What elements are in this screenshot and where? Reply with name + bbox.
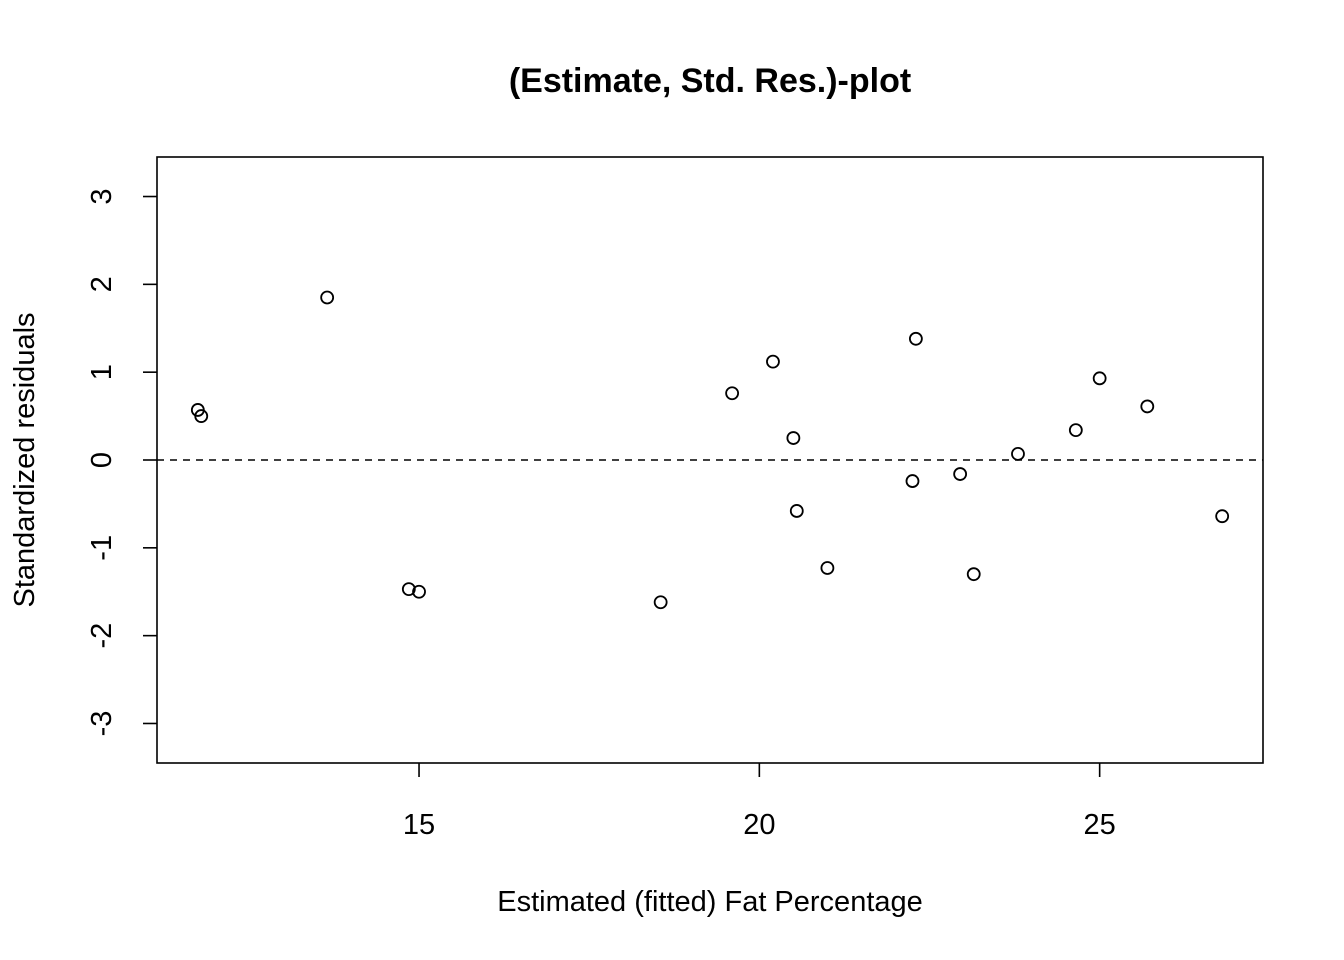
x-axis-label: Estimated (fitted) Fat Percentage	[497, 886, 923, 918]
y-tick-label: -1	[86, 535, 118, 561]
data-point	[653, 595, 668, 610]
x-tick-label: 20	[743, 809, 775, 841]
y-tick-label: -2	[86, 623, 118, 649]
y-axis-label: Standardized residuals	[9, 312, 41, 607]
data-point	[412, 584, 426, 599]
data-point	[1140, 399, 1155, 414]
data-point	[905, 474, 920, 488]
data-point	[908, 331, 923, 346]
data-points	[190, 290, 1230, 610]
data-point	[1068, 423, 1083, 438]
data-point	[766, 354, 780, 369]
data-point	[194, 409, 209, 423]
x-axis: 15 20 25	[403, 763, 1116, 841]
data-point	[1215, 509, 1230, 524]
y-tick-label: 1	[86, 364, 118, 380]
data-point	[320, 290, 335, 305]
data-point	[953, 467, 968, 481]
data-point	[786, 431, 801, 445]
data-point	[789, 504, 804, 518]
y-tick-label: 0	[86, 452, 118, 468]
data-point	[725, 386, 740, 401]
chart-title: (Estimate, Std. Res.)-plot	[509, 62, 911, 100]
data-point	[966, 567, 981, 582]
y-tick-label: 3	[86, 188, 118, 204]
data-point	[401, 582, 416, 597]
y-axis: -3 -2 -1 0 1 2 3	[86, 188, 157, 736]
data-point	[820, 561, 835, 575]
y-tick-label: 2	[86, 276, 118, 292]
data-point	[1092, 371, 1107, 386]
x-tick-label: 25	[1084, 809, 1116, 841]
x-tick-label: 15	[403, 809, 435, 841]
y-tick-label: -3	[86, 711, 118, 737]
data-point	[1011, 446, 1025, 461]
